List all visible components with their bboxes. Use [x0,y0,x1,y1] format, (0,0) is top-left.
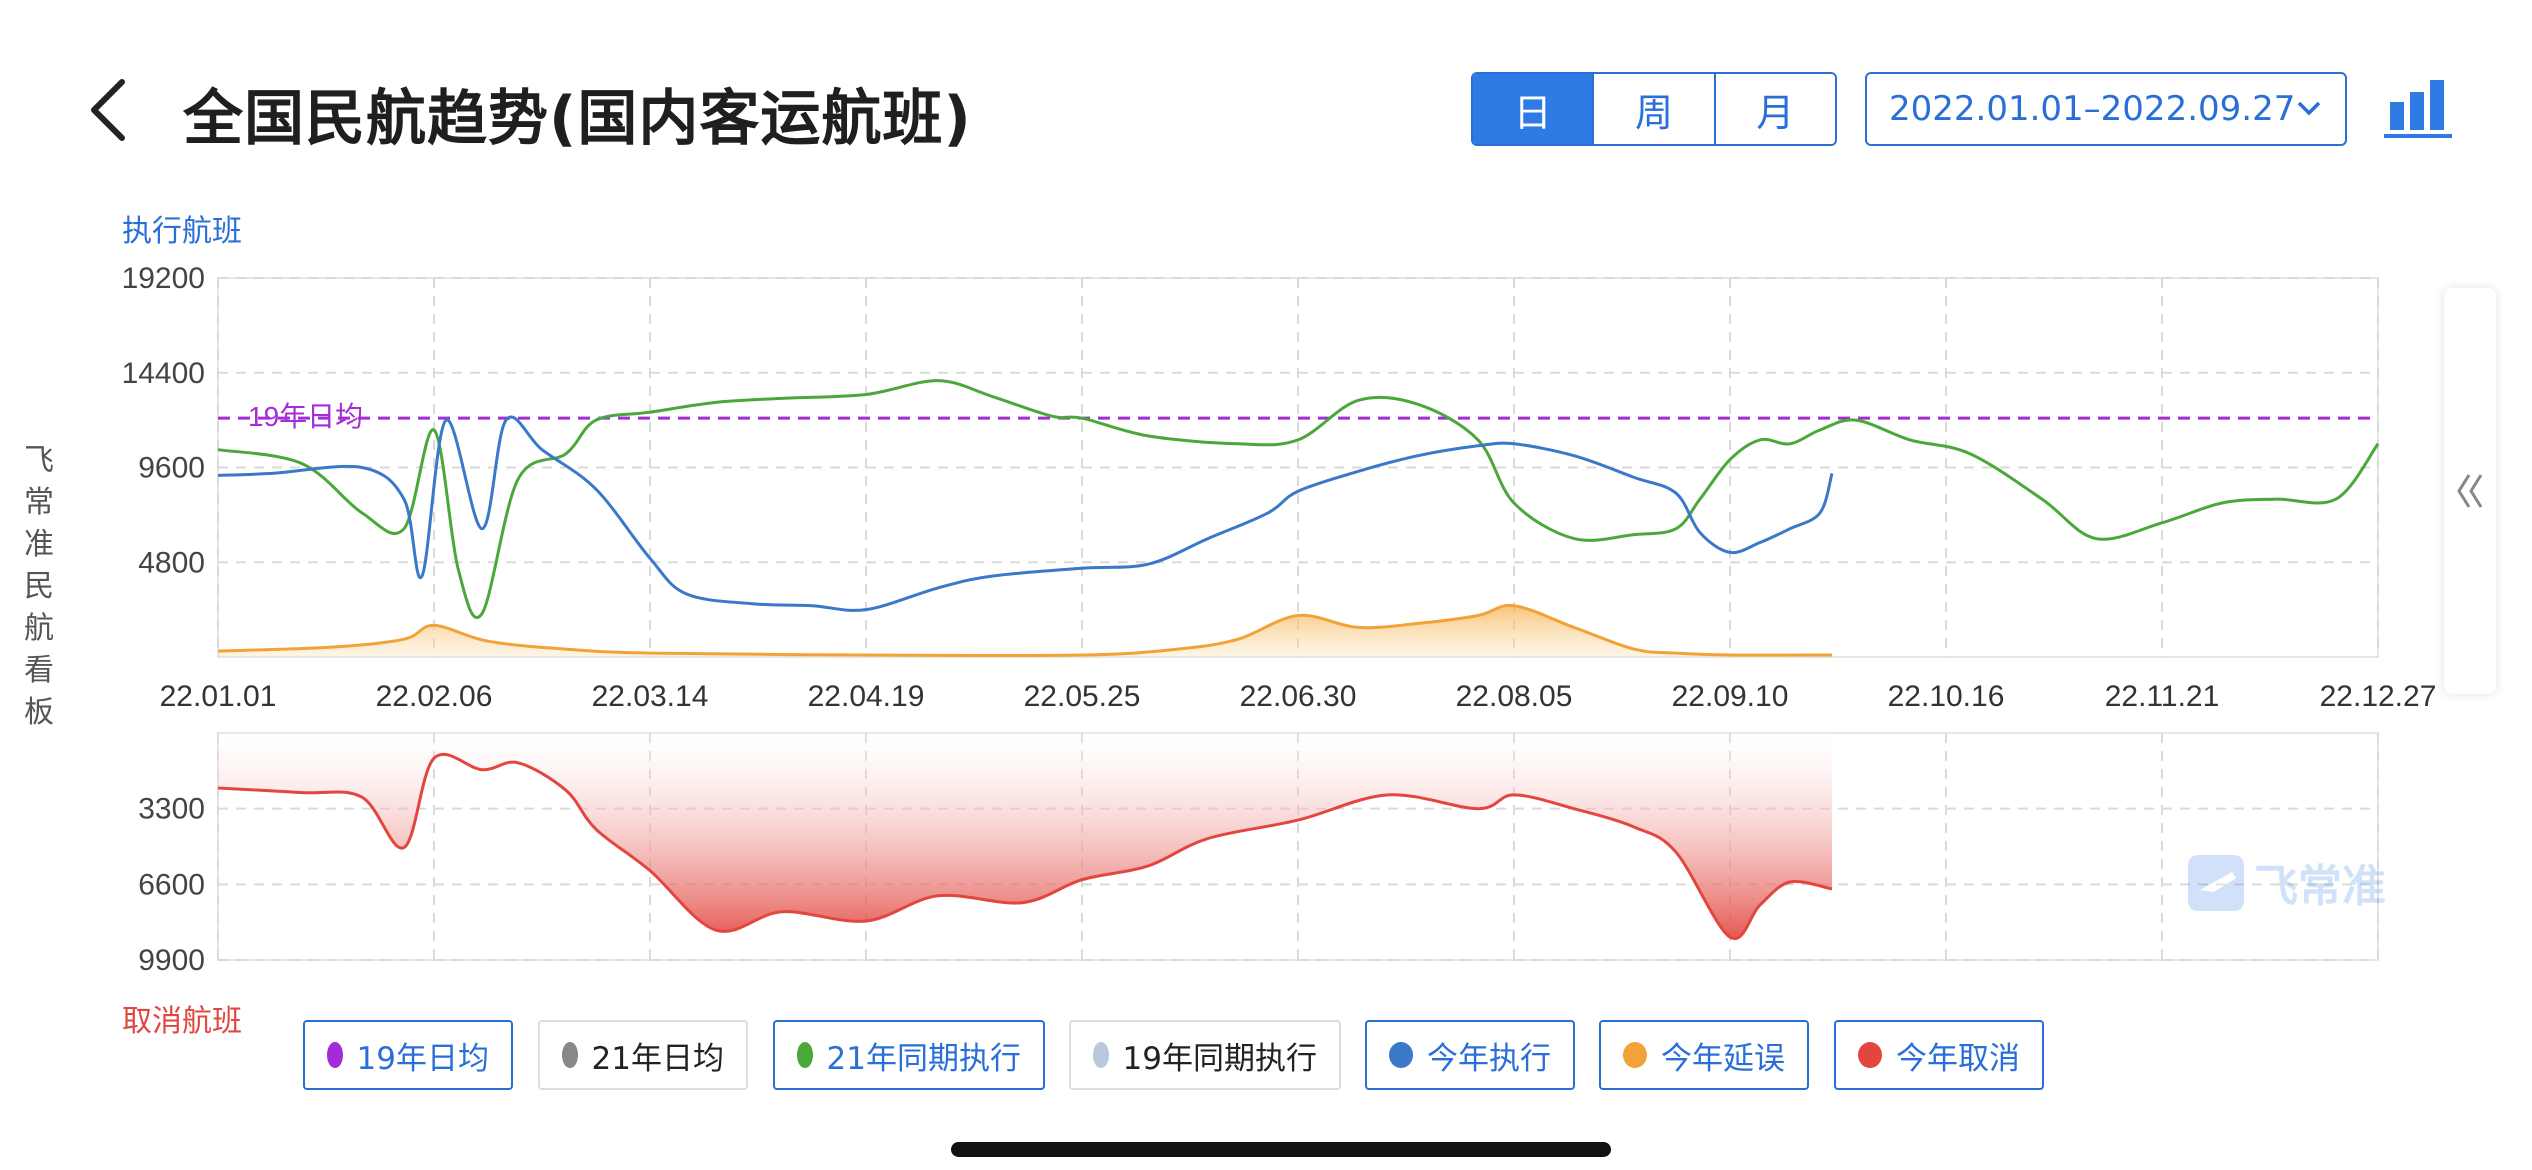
legend-label: 今年延误 [1661,1040,1785,1077]
legend-dot [1093,1042,1109,1068]
flight-trend-chart: 22.01.01 22.02.06 22.03.14 22.04.19 22.05.25… [122,262,2437,977]
legend-delayed[interactable]: 今年延误 [1599,1020,1809,1090]
top-chart-ylabel: 执行航班 [122,214,242,249]
chevron-down-icon [2297,101,2321,116]
back-chevron-icon[interactable] [88,78,128,142]
x-tick-label: 22.06.30 [1240,680,1357,713]
legend-executed[interactable]: 今年执行 [1365,1020,1575,1090]
watermark: 飞常准 [2188,855,2386,911]
legend-dot [797,1042,813,1068]
date-range-value: 2022.01.01–2022.09.27 [1889,89,2296,129]
x-tick-label: 22.03.14 [592,680,709,713]
x-tick-label: 22.01.01 [160,680,277,713]
x-tick-label: 22.09.10 [1672,680,1789,713]
legend-dot [327,1042,343,1068]
legend-dot [1389,1042,1413,1068]
legend-dot [1858,1042,1882,1068]
legend-label: 19年日均 [356,1040,489,1077]
brand-vertical-label: 飞常准民航看板 [24,443,54,730]
tab-month[interactable]: 月 [1715,74,1835,144]
top-y-tick-label: 14400 [122,357,205,390]
date-range-select[interactable]: 2022.01.01–2022.09.27 [1865,72,2347,146]
side-panel-toggle[interactable] [2444,288,2496,694]
double-chevron-left-icon [2457,474,2483,508]
series-21-same-period [217,379,2380,619]
bar-chart-icon[interactable] [2384,78,2452,138]
x-tick-label: 22.02.06 [376,680,493,713]
legend-label: 今年执行 [1427,1040,1551,1077]
legend-19-avg[interactable]: 19年日均 [303,1020,513,1090]
x-tick-label: 22.08.05 [1456,680,1573,713]
bottom-y-tick-label: 3300 [138,793,205,826]
legend-dot [562,1042,578,1068]
legend-19-same-period[interactable]: 19年同期执行 [1069,1020,1341,1090]
x-tick-label: 22.05.25 [1024,680,1141,713]
tab-week[interactable]: 周 [1594,74,1716,144]
series-delayed-area [218,605,1832,657]
x-tick-label: 22.11.21 [2105,680,2220,713]
legend-cancelled[interactable]: 今年取消 [1834,1020,2044,1090]
legend-label: 21年同期执行 [826,1040,1021,1077]
watermark-text: 飞常准 [2254,862,2386,911]
tab-day[interactable]: 日 [1473,74,1595,144]
top-y-tick-label: 9600 [138,452,205,485]
legend-dot [1623,1042,1647,1068]
legend-label: 21年日均 [591,1040,724,1077]
legend-21-avg[interactable]: 21年日均 [538,1020,748,1090]
legend-21-same-period[interactable]: 21年同期执行 [773,1020,1045,1090]
x-tick-label: 22.10.16 [1888,680,2005,713]
series-cancelled [217,752,1833,941]
series-delayed [217,603,1833,658]
x-tick-label: 22.12.27 [2320,680,2437,713]
page-title: 全国民航趋势(国内客运航班) [183,84,972,154]
bottom-chart-ylabel: 取消航班 [122,1004,242,1039]
x-tick-label: 22.04.19 [808,680,925,713]
top-y-tick-label: 4800 [138,546,205,579]
bottom-y-tick-label: 9900 [138,944,205,977]
legend-label: 19年同期执行 [1122,1040,1317,1077]
series-cancelled-area [218,733,1832,939]
legend-label: 今年取消 [1896,1040,2020,1077]
period-segmented-control: 日 周 月 [1471,72,1837,146]
ref-line-label: 19年日均 [248,401,363,432]
bottom-y-tick-label: 6600 [138,868,205,901]
series-executed [217,415,1834,612]
home-indicator [951,1142,1611,1157]
top-y-tick-label: 19200 [122,262,205,295]
